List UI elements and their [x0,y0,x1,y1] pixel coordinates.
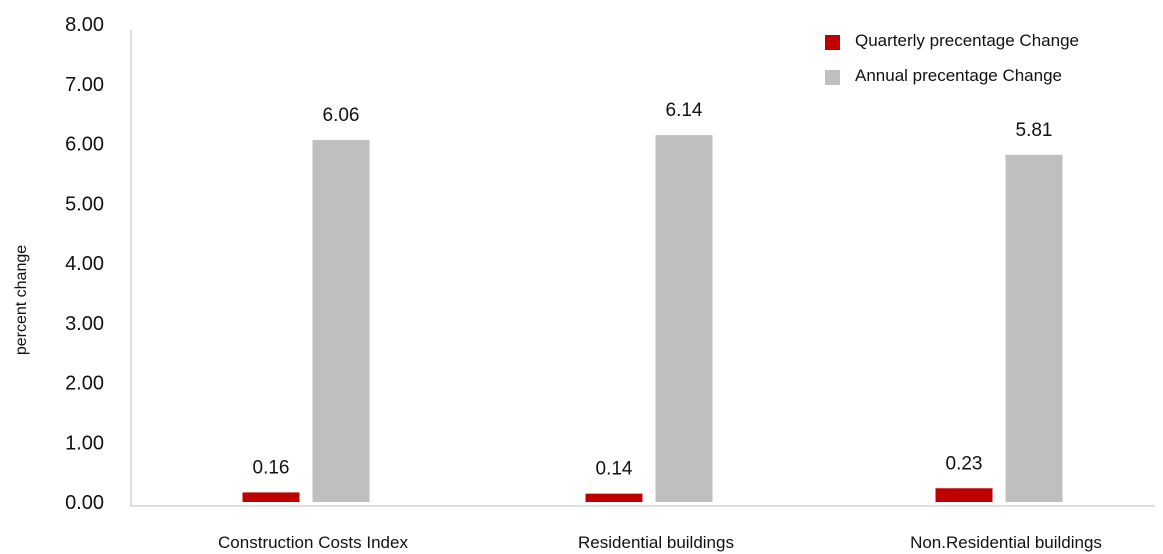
data-labels-group: 0.16 0.14 0.23 6.06 6.14 5.81 [253,100,1053,480]
y-tick-label: 1.00 [65,432,104,454]
y-tick-label: 7.00 [65,74,104,96]
y-axis-ticks: 0.00 1.00 2.00 3.00 4.00 5.00 6.00 7.00 8.00 [65,14,104,514]
y-tick-label: 5.00 [65,193,104,215]
y-tick-label: 0.00 [65,492,104,514]
data-label: 6.06 [323,105,360,126]
legend-label-annual: Annual precentage Change [855,66,1062,85]
legend: Quarterly precentage Change Annual prece… [825,31,1079,85]
bar [585,493,643,502]
data-label: 0.16 [253,457,290,478]
x-category-label: Construction Costs Index [218,533,408,552]
y-tick-label: 3.00 [65,313,104,335]
x-category-label: Non.Residential buildings [910,533,1102,552]
data-label: 6.14 [666,100,703,121]
y-tick-label: 2.00 [65,373,104,395]
bar-series-group [242,135,1063,503]
legend-swatch-quarterly [825,35,840,50]
bar [935,488,993,502]
y-tick-label: 6.00 [65,134,104,156]
bar [312,139,370,503]
bar [1005,154,1063,503]
legend-label-quarterly: Quarterly precentage Change [855,31,1079,50]
data-label: 5.81 [1016,120,1053,141]
bar [242,492,300,502]
y-tick-label: 4.00 [65,253,104,275]
y-tick-label: 8.00 [65,14,104,36]
bar [655,135,713,502]
data-label: 0.23 [946,453,983,474]
legend-swatch-annual [825,70,840,85]
y-axis-title: percent change [13,245,30,355]
data-label: 0.14 [596,459,633,480]
x-axis-labels: Construction Costs Index Residential buil… [218,533,1102,552]
x-category-label: Residential buildings [578,533,734,552]
